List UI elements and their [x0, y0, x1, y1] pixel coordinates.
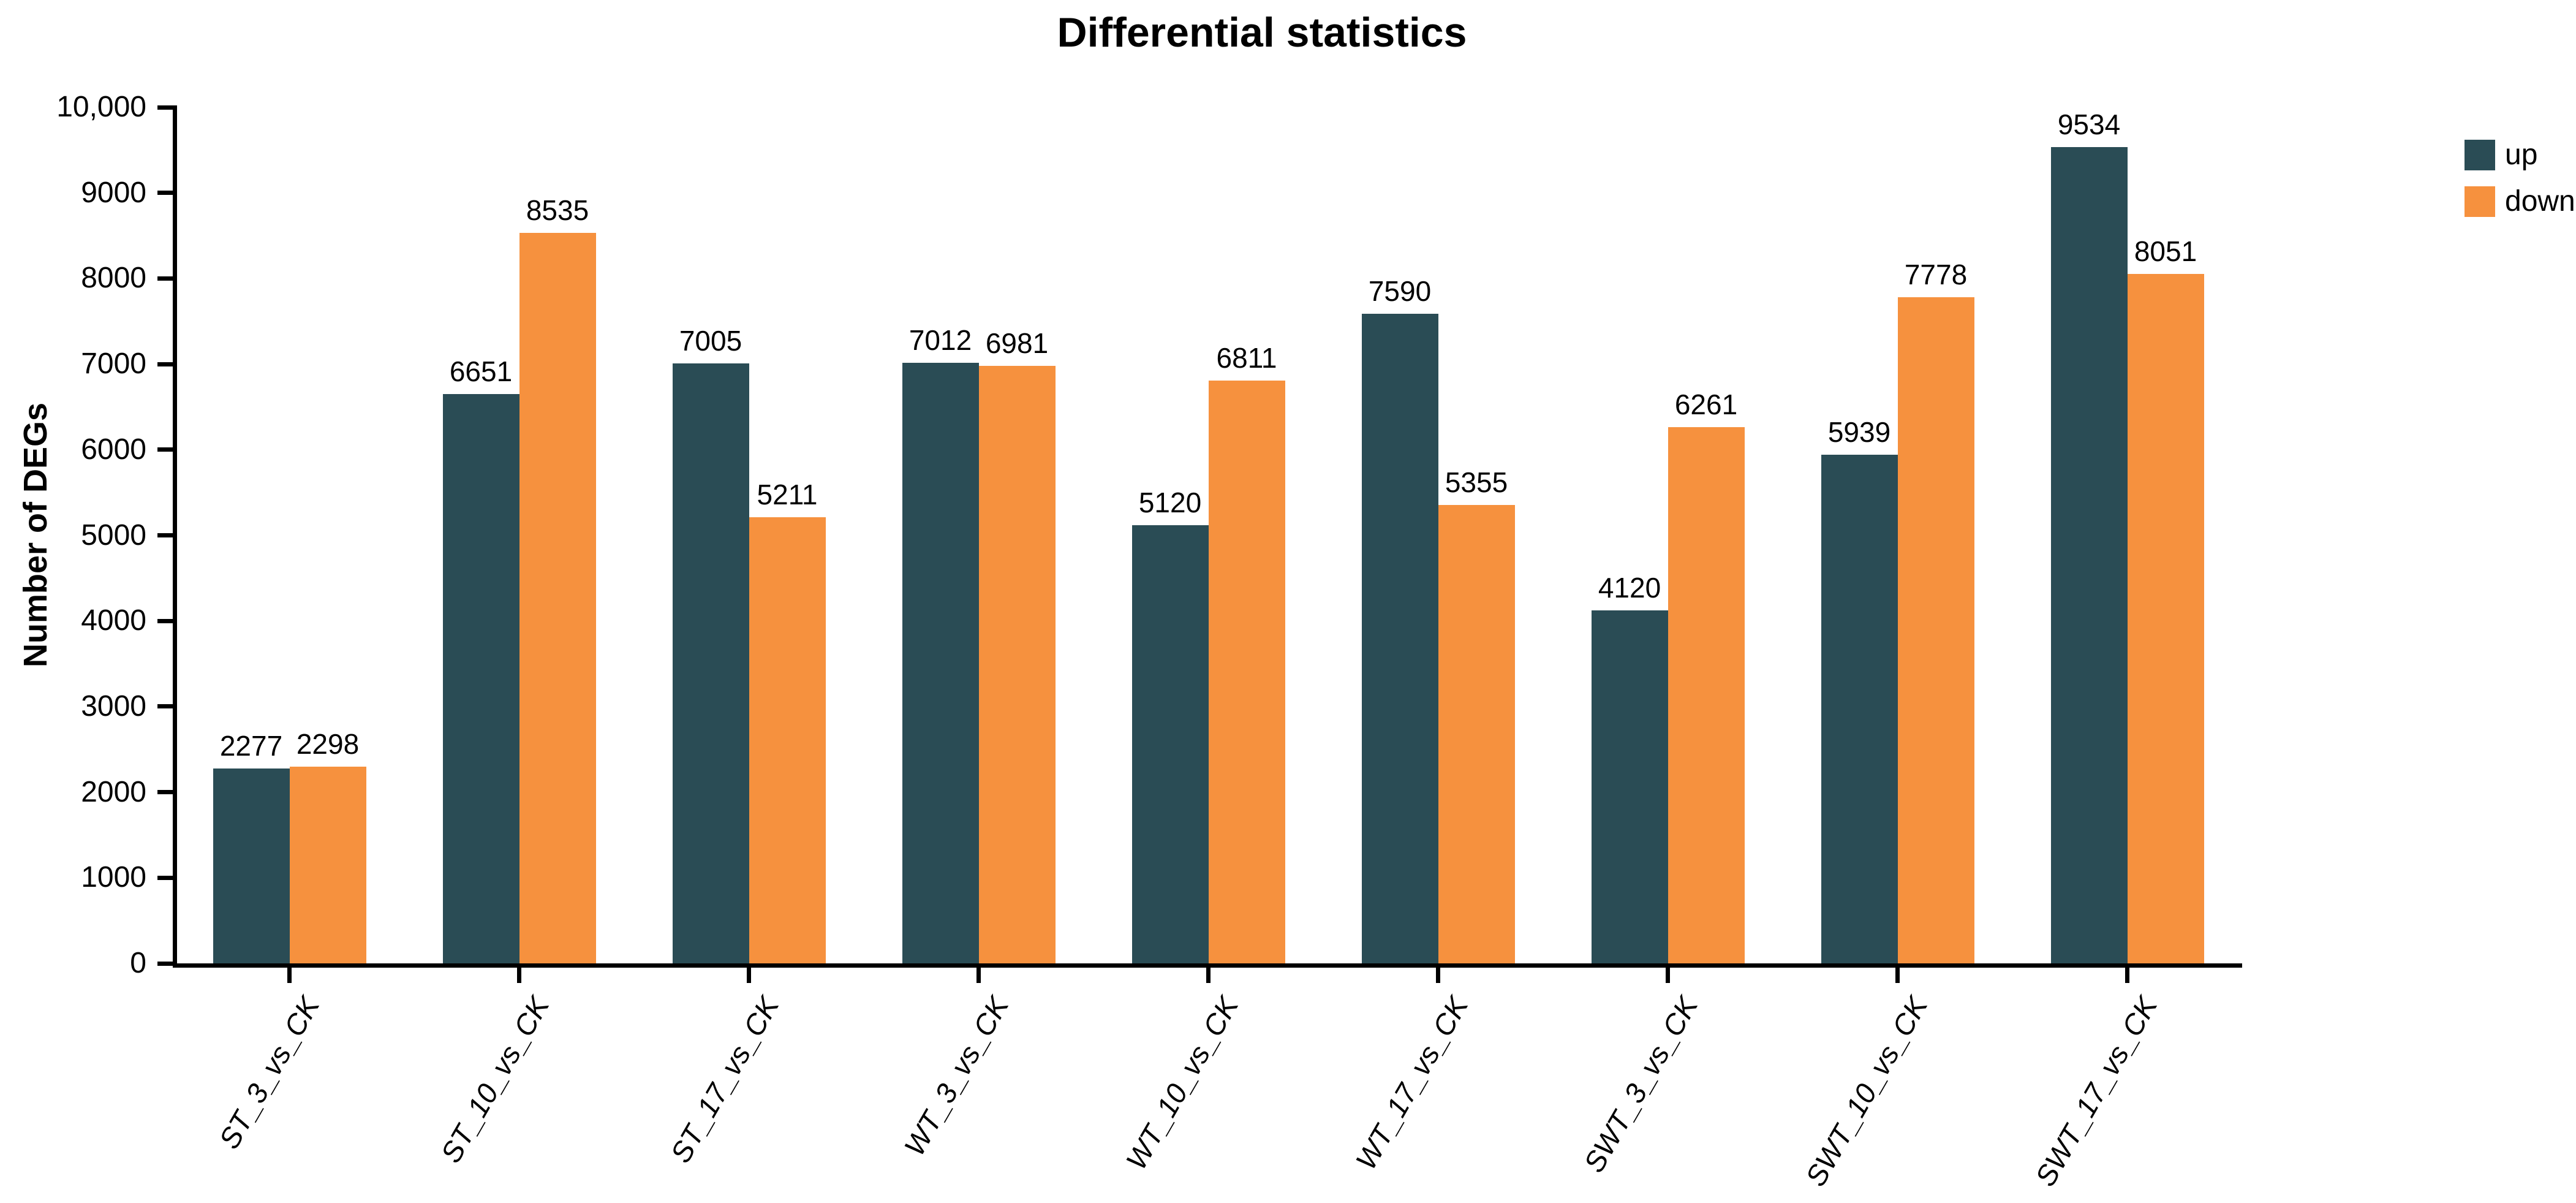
y-tick-label: 1000 [81, 861, 146, 894]
bar-up [442, 393, 519, 963]
legend-entry-up: up [2465, 140, 2575, 170]
bar-value-label: 7590 [1368, 275, 1432, 307]
bar-down [519, 232, 596, 963]
bar-value-label: 6981 [985, 327, 1049, 359]
legend-entry-down: down [2465, 186, 2575, 217]
y-tick-label: 10,000 [56, 91, 146, 123]
x-tick-label: ST_17_vs_CK [663, 991, 785, 1168]
y-tick-label: 0 [130, 947, 146, 979]
y-axis-line [173, 105, 177, 968]
x-tick-label: WT_17_vs_CK [1348, 991, 1474, 1175]
y-tick [157, 447, 175, 452]
bar-up [1821, 455, 1898, 963]
y-tick-label: 6000 [81, 433, 146, 466]
x-tick-label: SWT_10_vs_CK [1799, 991, 1933, 1192]
x-tick [2125, 966, 2129, 983]
bar-value-label: 4120 [1598, 572, 1661, 604]
bar-value-label: 6811 [1216, 341, 1277, 374]
x-tick-label: SWT_17_vs_CK [2028, 991, 2163, 1192]
bar-value-label: 6651 [449, 355, 513, 387]
bar-down [978, 365, 1056, 963]
legend-label-up: up [2505, 139, 2538, 171]
bar-down [2127, 274, 2204, 963]
bar-value-label: 5355 [1445, 466, 1508, 498]
x-tick [1436, 966, 1440, 983]
y-tick [157, 276, 175, 281]
bar-value-label: 5211 [757, 479, 818, 511]
y-tick [157, 875, 175, 880]
bar-down [749, 517, 826, 963]
x-tick-label: WT_10_vs_CK [1119, 991, 1244, 1175]
bar-up [672, 363, 749, 963]
x-tick [517, 966, 521, 983]
bar-value-label: 8535 [526, 194, 589, 226]
y-tick [157, 105, 175, 110]
x-tick-label: ST_10_vs_CK [434, 991, 555, 1168]
bar-down [1438, 504, 1515, 963]
y-tick [157, 362, 175, 366]
y-tick-label: 4000 [81, 604, 146, 637]
y-tick-label: 5000 [81, 518, 146, 552]
bar-value-label: 2298 [296, 727, 360, 760]
x-tick [1666, 966, 1670, 983]
y-tick [157, 191, 175, 195]
y-tick-label: 3000 [81, 689, 146, 723]
y-tick [157, 533, 175, 537]
x-tick [976, 966, 981, 983]
y-tick-label: 2000 [81, 775, 146, 808]
x-tick [747, 966, 751, 983]
bar-up [213, 768, 290, 963]
x-tick [287, 966, 292, 983]
x-tick [1895, 966, 1900, 983]
chart-title: Differential statistics [1057, 9, 1467, 56]
bar-up [1591, 610, 1668, 963]
y-tick-label: 7000 [81, 347, 146, 381]
y-tick [157, 790, 175, 795]
x-tick-label: ST_3_vs_CK [212, 991, 325, 1155]
legend-swatch-up [2465, 140, 2495, 170]
y-tick [157, 961, 175, 966]
legend-label-down: down [2505, 185, 2575, 218]
bar-value-label: 9534 [2057, 108, 2121, 141]
bar-value-label: 7778 [1904, 259, 1968, 291]
bar-value-label: 5120 [1138, 486, 1202, 518]
bar-down [1208, 380, 1285, 963]
bar-up [1131, 525, 1209, 963]
bar-value-label: 2277 [219, 729, 283, 762]
legend: up down [2465, 140, 2575, 217]
bar-up [1361, 313, 1438, 963]
y-tick-label: 8000 [81, 262, 146, 295]
x-tick-label: WT_3_vs_CK [897, 991, 1014, 1161]
bar-value-label: 5939 [1827, 416, 1891, 449]
bar-down [1668, 427, 1745, 963]
legend-swatch-down [2465, 186, 2495, 217]
bar-value-label: 8051 [2134, 235, 2197, 268]
bar-up [2050, 147, 2128, 963]
bar-up [902, 363, 979, 963]
bar-down [1897, 297, 1974, 963]
bar-value-label: 7005 [679, 325, 742, 357]
y-tick [157, 704, 175, 709]
y-tick-label: 9000 [81, 176, 146, 209]
bar-value-label: 7012 [908, 324, 972, 357]
x-tick [1206, 966, 1211, 983]
bar-down [289, 766, 366, 963]
bar-value-label: 6261 [1674, 389, 1738, 421]
x-axis-line [173, 963, 2242, 968]
x-tick-label: SWT_3_vs_CK [1577, 991, 1704, 1178]
y-tick [157, 618, 175, 623]
